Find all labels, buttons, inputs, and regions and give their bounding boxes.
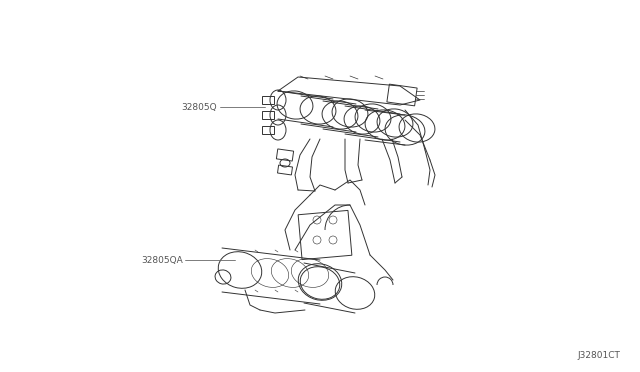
Text: J32801CT: J32801CT	[577, 351, 620, 360]
Bar	[278, 165, 292, 175]
Text: 32805Q: 32805Q	[181, 103, 217, 112]
Bar	[387, 84, 417, 106]
Bar	[262, 111, 274, 119]
Bar	[276, 149, 294, 161]
Bar	[262, 96, 274, 104]
Text: 32805QA: 32805QA	[141, 256, 183, 264]
Bar	[298, 211, 352, 260]
Bar	[262, 126, 274, 134]
